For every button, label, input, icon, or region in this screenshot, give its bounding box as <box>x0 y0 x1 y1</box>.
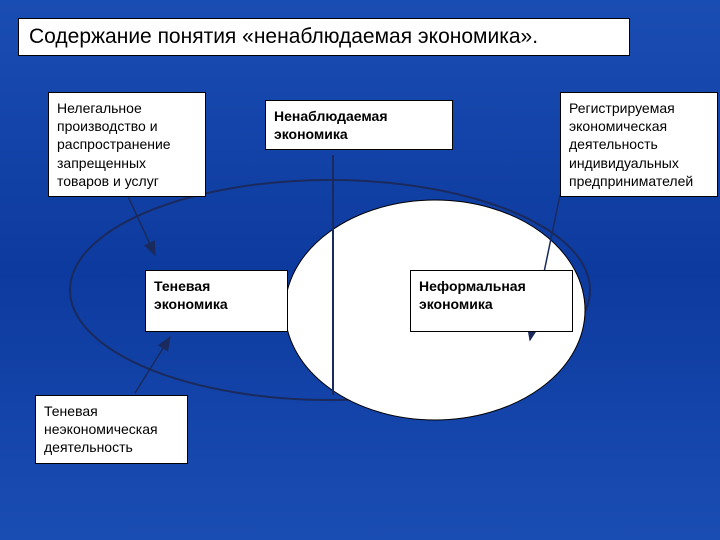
title-text: Содержание понятия «ненаблюдаемая эконом… <box>29 25 538 48</box>
arrow-illegal-to-shadow <box>125 190 155 255</box>
box-informal-text: Неформальная экономика <box>419 278 526 312</box>
page-title: Содержание понятия «ненаблюдаемая эконом… <box>18 18 630 56</box>
box-shadow: Теневая экономика <box>145 270 288 332</box>
arrow-noneconomic-to-shadow <box>135 337 170 393</box>
box-unobserved: Ненаблюдаемая экономика <box>265 100 453 150</box>
box-unobserved-text: Ненаблюдаемая экономика <box>274 108 388 142</box>
box-noneconomic: Теневая неэкономическая деятельность <box>35 395 188 464</box>
box-illegal: Нелегальное производство и распространен… <box>48 92 206 197</box>
box-informal: Неформальная экономика <box>410 270 573 332</box>
box-shadow-text: Теневая экономика <box>154 278 228 312</box>
box-illegal-text: Нелегальное производство и распространен… <box>57 100 171 189</box>
box-registered: Регистрируемая экономическая деятельност… <box>560 92 718 197</box>
box-noneconomic-text: Теневая неэкономическая деятельность <box>44 403 158 455</box>
box-registered-text: Регистрируемая экономическая деятельност… <box>569 100 693 189</box>
